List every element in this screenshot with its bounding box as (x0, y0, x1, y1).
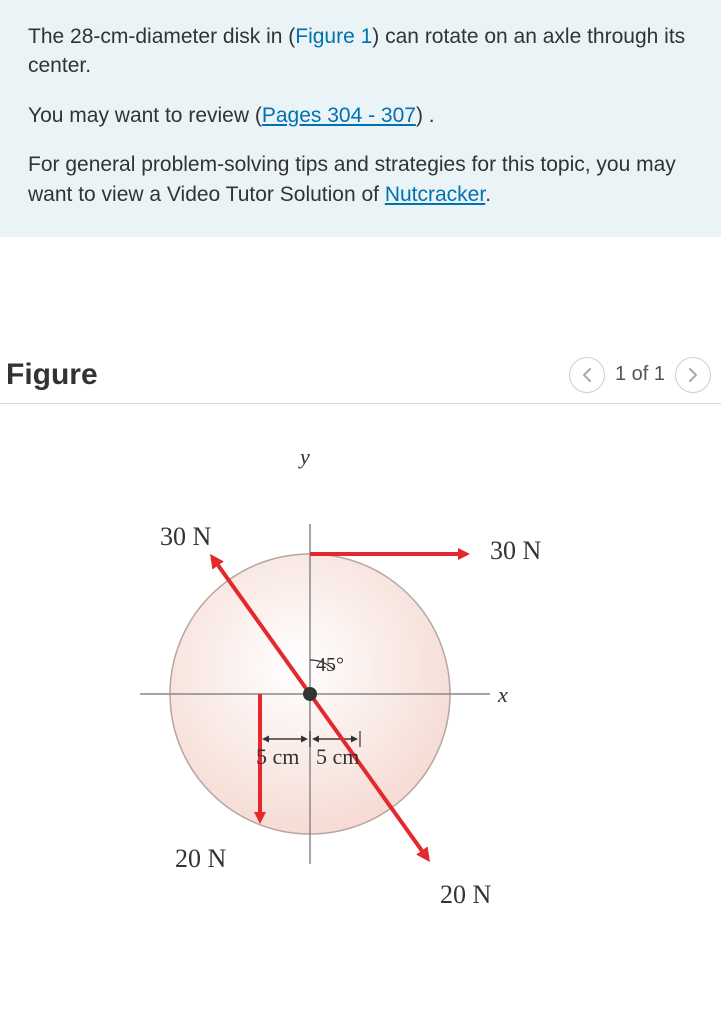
text: . (485, 183, 491, 206)
figure-pager: 1 of 1 (569, 357, 711, 393)
text: You may want to review ( (28, 104, 262, 127)
pages-link[interactable]: Pages 304 - 307 (262, 104, 416, 127)
force-label-F20_left_down: 20 N (175, 844, 226, 874)
figure-header: Figure 1 of 1 (0, 357, 721, 404)
angle-label: 45° (316, 654, 344, 677)
chevron-right-icon (687, 367, 699, 383)
paragraph-2: You may want to review (Pages 304 - 307)… (28, 101, 693, 130)
paragraph-3: For general problem-solving tips and str… (28, 150, 693, 209)
problem-info-box: The 28-cm-diameter disk in (Figure 1) ca… (0, 0, 721, 237)
paragraph-1: The 28-cm-diameter disk in (Figure 1) ca… (28, 22, 693, 81)
pager-text: 1 of 1 (615, 363, 665, 386)
figure-title: Figure (6, 358, 98, 392)
text: For general problem-solving tips and str… (28, 153, 676, 205)
dim-right-label: 5 cm (316, 744, 359, 770)
text: The 28-cm-diameter disk in ( (28, 25, 295, 48)
force-label-F30_upper_left_diag: 30 N (160, 522, 211, 552)
chevron-left-icon (581, 367, 593, 383)
dim-left-label: 5 cm (256, 744, 299, 770)
force-label-F20_lower_right_diag: 20 N (440, 880, 491, 910)
force-label-F30_top_right: 30 N (490, 536, 541, 566)
figure-diagram: x y 45° 5 cm 5 cm 30 N 30 N 20 N 20 N (0, 404, 721, 964)
axis-x-label: x (498, 682, 508, 708)
text: ) . (416, 104, 435, 127)
axis-y-label: y (300, 444, 310, 470)
figure-link[interactable]: Figure 1 (295, 25, 372, 48)
pager-next-button[interactable] (675, 357, 711, 393)
pager-prev-button[interactable] (569, 357, 605, 393)
nutcracker-link[interactable]: Nutcracker (385, 183, 485, 206)
